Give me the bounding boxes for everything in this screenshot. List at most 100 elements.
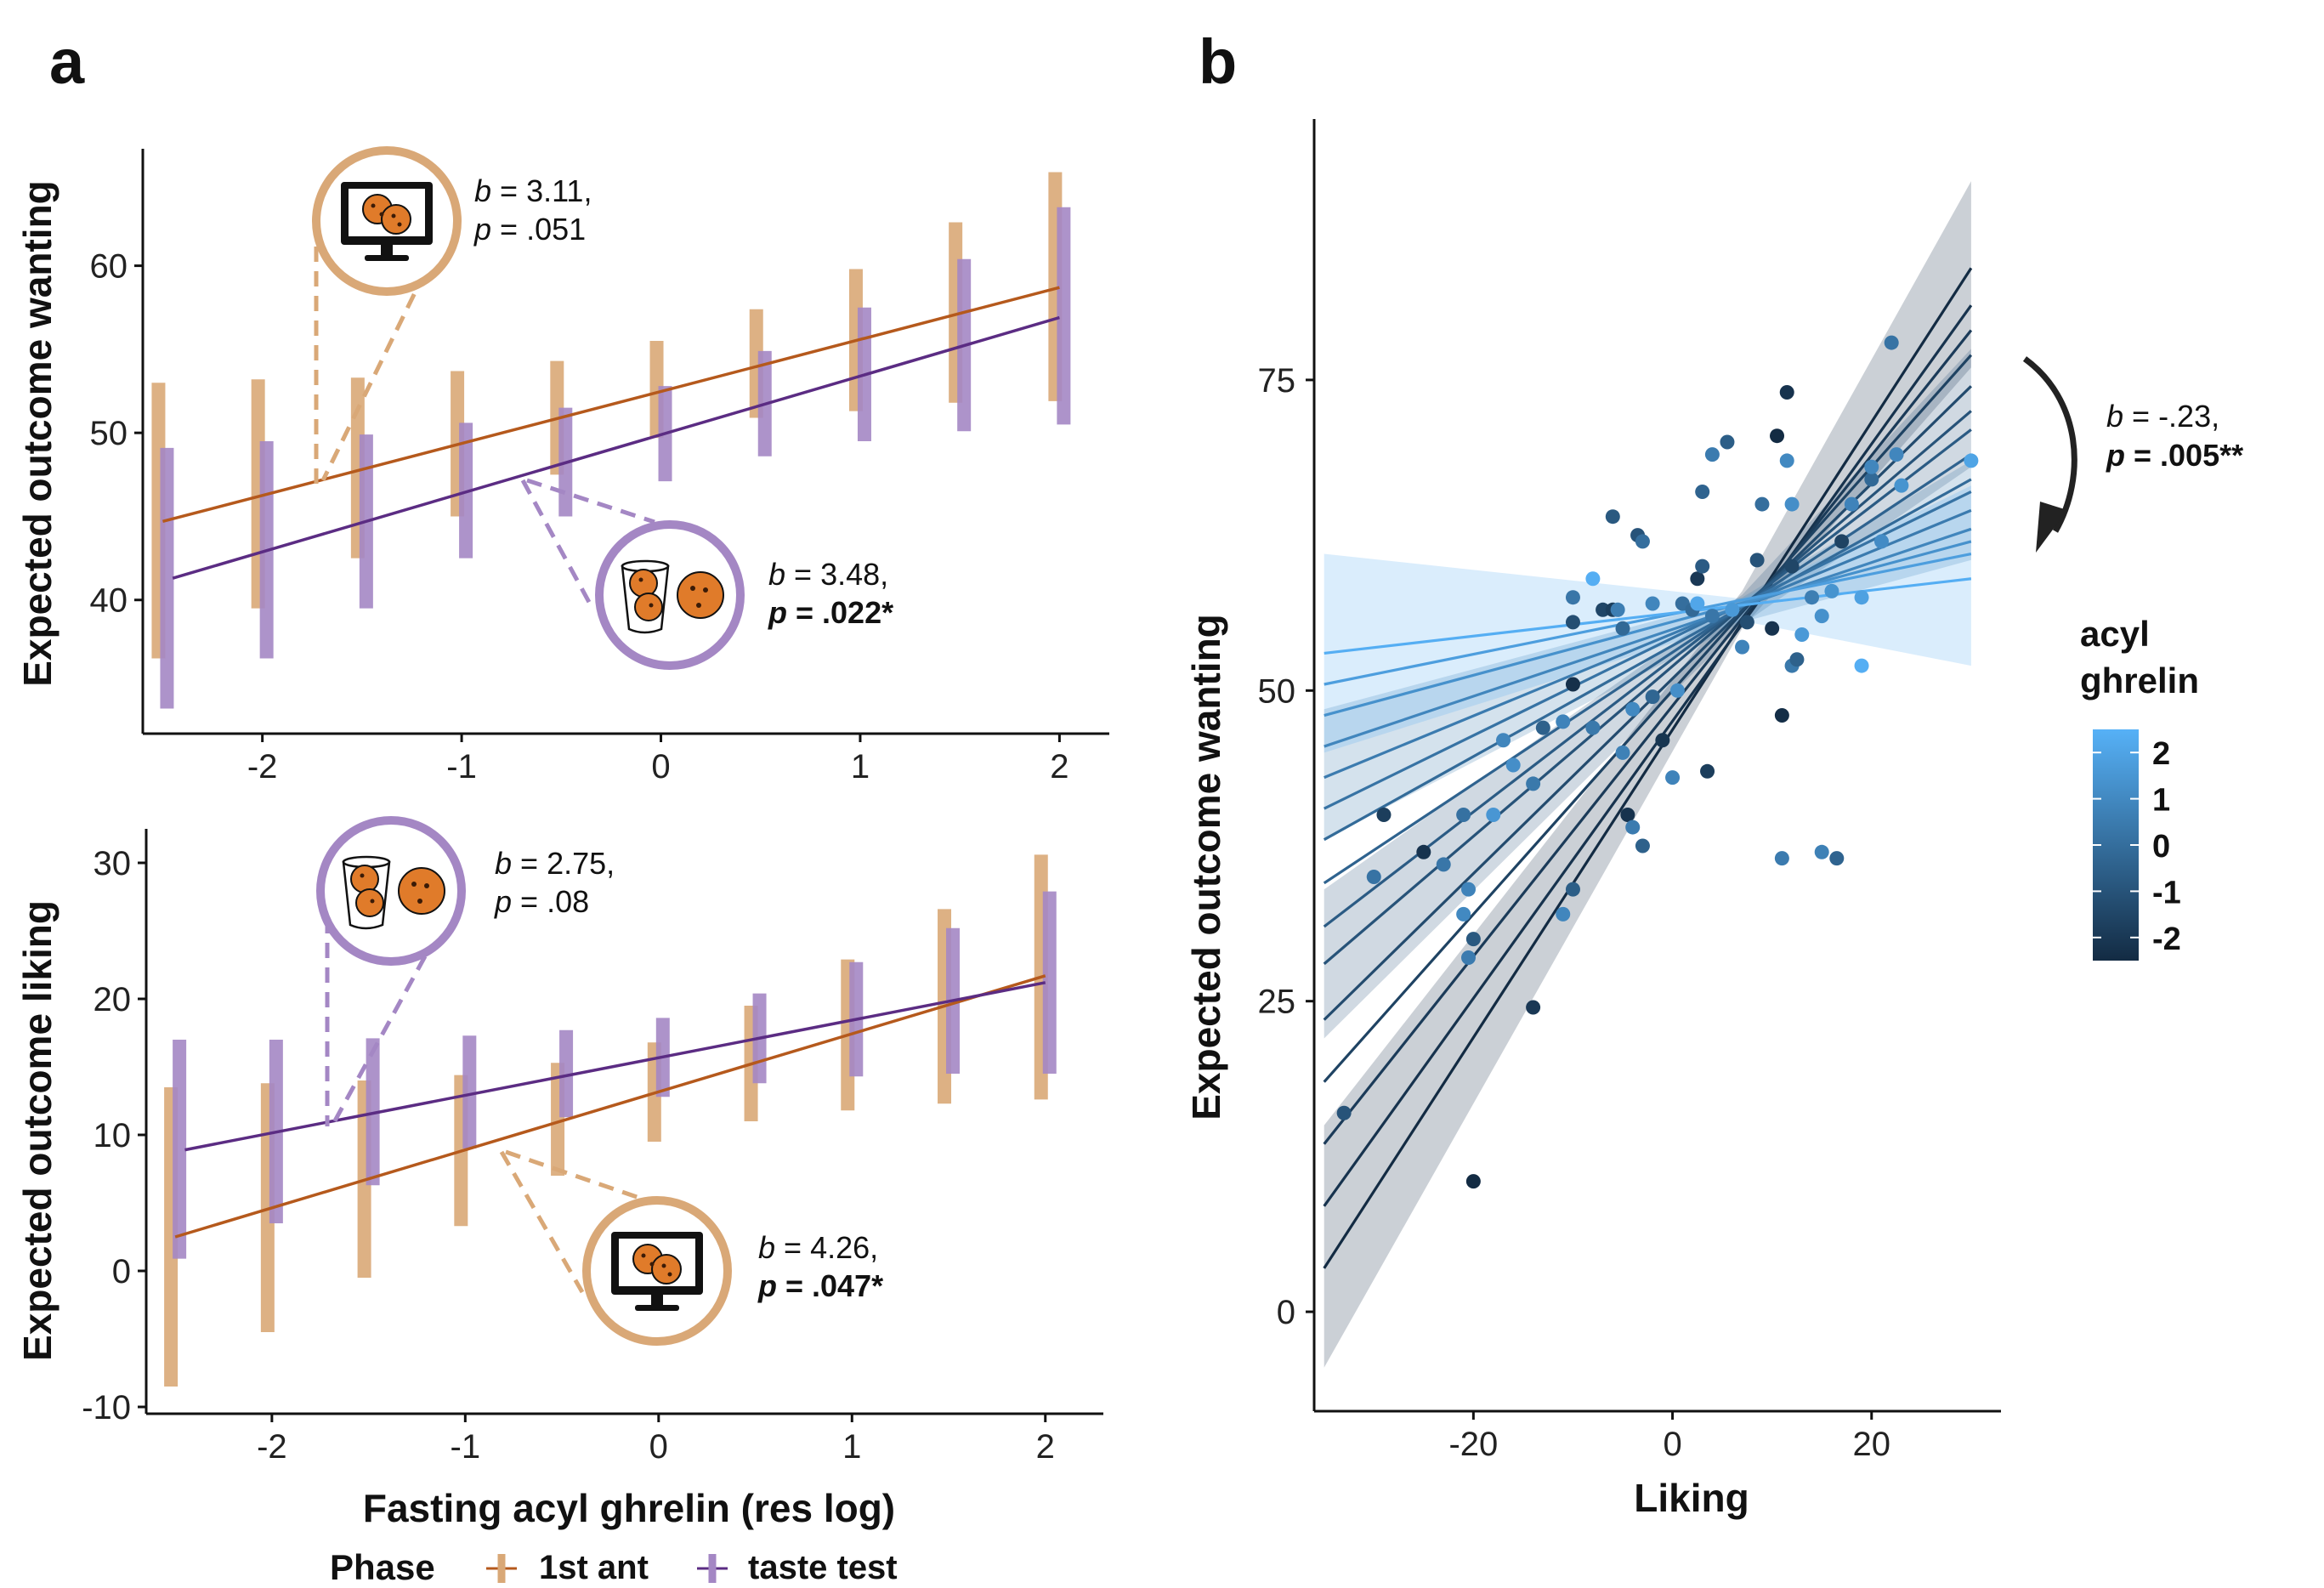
data-point (1805, 590, 1820, 605)
x-tick-label: -1 (451, 1428, 481, 1466)
data-point (1814, 844, 1829, 859)
y-tick-label: 20 (94, 981, 132, 1018)
data-point (1735, 639, 1750, 655)
data-point (1720, 434, 1735, 450)
data-point (1465, 1174, 1481, 1189)
colorbar-tick-label: 0 (2152, 829, 2170, 865)
wanting-axis-ticks: -2 -1 0 1 2 40 50 60 (90, 248, 1069, 785)
legend-label: taste test (748, 1549, 898, 1586)
colorbar-title-line1: acyl (2080, 614, 2150, 654)
data-point (1749, 553, 1765, 568)
y-tick-label: 0 (1277, 1294, 1295, 1331)
data-point (1690, 571, 1705, 587)
confidence-bands (1324, 181, 1971, 1368)
data-point (1779, 453, 1794, 468)
callout-b-text: b = 4.26, (758, 1230, 878, 1265)
y-axis-title: Expected outcome liking (15, 900, 60, 1361)
colorbar-tick-label: 2 (2152, 736, 2170, 772)
data-point (1964, 453, 1979, 468)
data-point (1376, 807, 1392, 822)
data-point (1784, 559, 1800, 574)
interaction-p-text: p = .005** (2106, 438, 2243, 473)
y-tick-label: 50 (1258, 672, 1296, 710)
ghrelin-fit-lines (1323, 267, 1973, 1269)
data-point (1754, 496, 1770, 512)
legend-item-first-ant: 1st ant (486, 1549, 649, 1586)
monitor-cookies-icon (341, 182, 433, 261)
scatter-axis-ticks: -20 0 20 0 25 50 75 (1258, 362, 1891, 1463)
data-point (1789, 652, 1805, 667)
data-point (1526, 1000, 1541, 1015)
panel-label-a: a (49, 26, 85, 97)
callout-b-text: b = 2.75, (495, 846, 615, 881)
data-point (1526, 776, 1541, 791)
data-point (1645, 596, 1660, 611)
data-point (1556, 906, 1571, 922)
ghrelin-fit-line (1324, 552, 1972, 686)
data-point (1784, 496, 1800, 512)
colorbar-tick-label: 1 (2152, 783, 2170, 819)
callout-cup-wanting: b = 3.48, p = .022* (520, 478, 893, 670)
cup-cookies-icon (342, 855, 445, 930)
ghrelin-fit-line (1324, 540, 1972, 717)
data-point (1829, 851, 1845, 866)
data-point (1465, 932, 1481, 947)
data-point (1864, 459, 1879, 474)
x-tick-label: -2 (257, 1428, 287, 1466)
data-point (1556, 714, 1571, 729)
x-axis-title: Fasting acyl ghrelin (res log) (363, 1486, 895, 1530)
y-tick-label: 60 (90, 248, 128, 286)
taste_test-fit-line (172, 315, 1060, 580)
data-point (1486, 807, 1501, 822)
x-tick-label: 0 (649, 1428, 668, 1466)
wanting-fit-lines (162, 286, 1060, 580)
interaction-b-text: b = -.23, (2106, 399, 2219, 434)
x-axis-title: Liking (1634, 1476, 1749, 1520)
x-tick-label: 2 (1050, 748, 1068, 785)
data-point (1854, 658, 1869, 673)
y-tick-label: 50 (90, 415, 128, 452)
data-point (1814, 609, 1829, 624)
data-point (1700, 763, 1715, 779)
y-tick-label: -10 (82, 1389, 131, 1426)
colorbar-tick-label: -1 (2152, 875, 2181, 910)
colorbar-tick-label: -2 (2152, 922, 2181, 957)
first_ant-fit-line (162, 286, 1060, 524)
data-point (1894, 478, 1909, 493)
ghrelin-fit-line (1323, 478, 1972, 842)
data-point (1456, 906, 1471, 922)
data-point (1669, 683, 1685, 698)
data-point (1765, 621, 1780, 636)
ghrelin-fit-line (1323, 453, 1972, 885)
participant-points (1336, 335, 1979, 1189)
data-point (1456, 807, 1471, 822)
data-point (1690, 596, 1705, 611)
ghrelin-fit-line (1323, 354, 1973, 1083)
ghrelin-fit-line (1324, 527, 1972, 748)
data-point (1739, 615, 1754, 630)
data-point (1461, 950, 1477, 966)
legend-label: 1st ant (539, 1549, 649, 1586)
data-point (1535, 720, 1550, 735)
x-tick-label: 20 (1853, 1426, 1891, 1463)
wanting-chart: -2 -1 0 1 2 40 50 60 Expected outcome wanting b… (15, 146, 1109, 785)
y-axis-title: Expected outcome wanting (15, 180, 60, 687)
data-point (1505, 757, 1521, 773)
data-point (1645, 689, 1660, 705)
data-point (1665, 770, 1681, 785)
data-point (1615, 621, 1630, 636)
data-point (1695, 484, 1710, 499)
data-point (1565, 677, 1580, 692)
panel-label-b: b (1199, 26, 1237, 97)
data-point (1704, 447, 1720, 462)
phase-legend: Phase 1st ant taste test (330, 1547, 898, 1587)
data-point (1655, 733, 1670, 748)
data-point (1695, 559, 1710, 574)
data-point (1794, 627, 1810, 643)
callout-b-text: b = 3.48, (768, 557, 888, 592)
ghrelin-fit-line (1323, 410, 1972, 966)
cup-cookies-icon (621, 559, 724, 634)
data-point (1864, 472, 1879, 487)
x-tick-label: -1 (446, 748, 477, 785)
